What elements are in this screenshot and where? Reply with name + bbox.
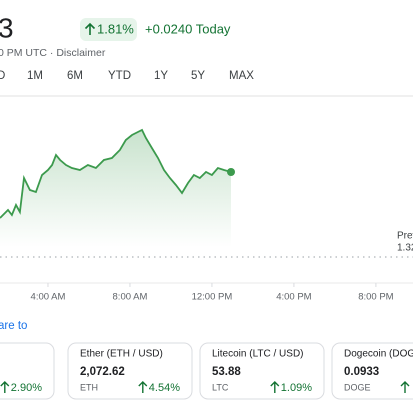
compare-card[interactable] bbox=[0, 342, 55, 400]
range-tab[interactable]: 1M bbox=[27, 70, 43, 82]
change-pct: 1.81% bbox=[97, 21, 134, 36]
card-symbol: LTC bbox=[212, 382, 229, 392]
compare-title: are to bbox=[0, 320, 27, 332]
range-tab[interactable]: 6M bbox=[67, 70, 83, 82]
compare-card[interactable] bbox=[331, 342, 413, 400]
card-price: 0.0933 bbox=[344, 366, 379, 378]
prev-close-label: Prev bbox=[397, 231, 413, 242]
change-chip bbox=[80, 18, 137, 41]
end-dot bbox=[226, 168, 235, 176]
range-tab[interactable]: 5Y bbox=[191, 70, 205, 82]
timestamp: 0 PM UTC · Disclaimer bbox=[0, 47, 106, 59]
card-change: 1.09% bbox=[281, 382, 312, 394]
price: 3 bbox=[0, 12, 14, 43]
x-tick-label: 4:00 PM bbox=[276, 292, 311, 303]
prev-close-value: 1.32 bbox=[397, 243, 413, 254]
price-line bbox=[0, 128, 232, 219]
card-name: Dogecoin (DOGE bbox=[344, 349, 413, 360]
card-arrow bbox=[138, 381, 148, 393]
card-price: 2,072.62 bbox=[80, 366, 125, 378]
range-tab[interactable]: 1Y bbox=[154, 70, 168, 82]
compare-card[interactable] bbox=[67, 342, 193, 400]
card-price: 53.88 bbox=[212, 366, 241, 378]
card-arrow bbox=[0, 381, 10, 393]
change-abs: +0.0240 Today bbox=[145, 21, 231, 36]
up-arrow bbox=[84, 22, 96, 35]
card-name: Ether (ETH / USD) bbox=[80, 349, 163, 360]
x-tick-label: 8:00 PM bbox=[358, 292, 393, 303]
card-change: 2.90% bbox=[11, 382, 42, 394]
card-arrow bbox=[400, 381, 410, 393]
card-symbol: ETH bbox=[80, 382, 98, 392]
card-name: Litecoin (LTC / USD) bbox=[212, 349, 304, 360]
x-tick-label: 4:00 AM bbox=[31, 292, 66, 303]
card-arrow bbox=[270, 381, 280, 393]
x-tick-label: 8:00 AM bbox=[113, 292, 148, 303]
card-change: 4.54% bbox=[149, 382, 180, 394]
compare-card[interactable] bbox=[199, 342, 325, 400]
card-symbol: DOGE bbox=[344, 382, 371, 392]
x-tick-label: 12:00 PM bbox=[192, 292, 233, 303]
range-tab[interactable]: YTD bbox=[108, 70, 131, 82]
area-fill bbox=[0, 130, 231, 247]
range-tab[interactable]: D bbox=[0, 70, 5, 82]
range-tab[interactable]: MAX bbox=[229, 70, 254, 82]
